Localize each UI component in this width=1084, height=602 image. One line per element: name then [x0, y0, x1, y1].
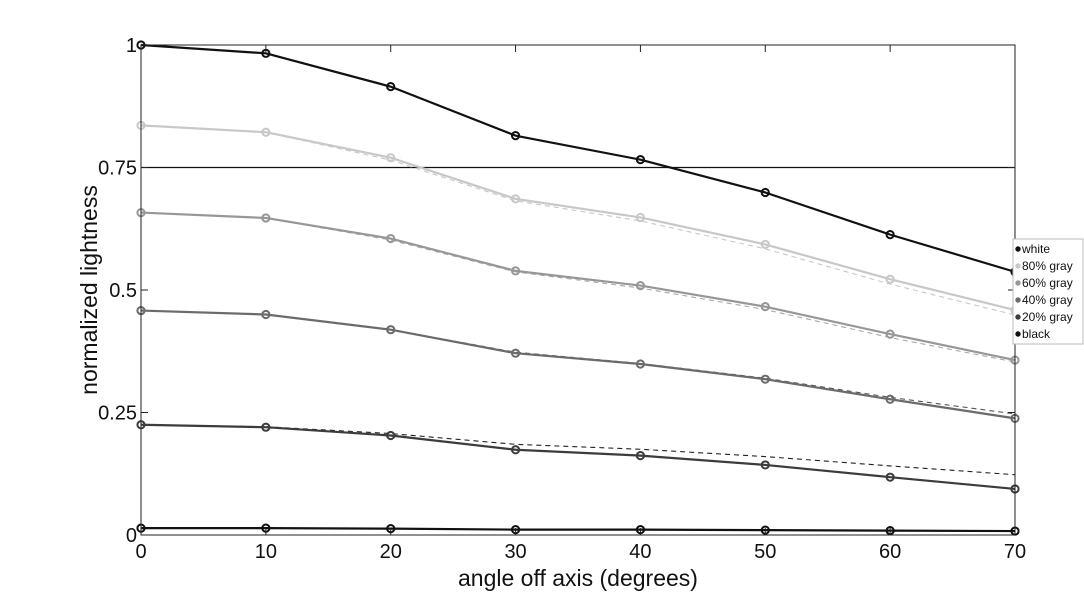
x-tick-label: 30 [504, 541, 526, 563]
x-tick-label: 20 [380, 541, 402, 563]
data-point-40-gray [760, 374, 770, 384]
x-tick-label: 50 [754, 541, 776, 563]
data-point-20-gray [510, 445, 521, 455]
data-point-white [885, 230, 895, 240]
legend-marker-20-gray [1015, 314, 1021, 320]
x-axis-label: angle off axis (degrees) [458, 565, 698, 591]
data-point-white [635, 155, 646, 165]
legend-box [1012, 238, 1084, 345]
legend-label-80-gray: 80% gray [1022, 259, 1073, 273]
series-line-20-gray [140, 423, 1016, 491]
plot-area [136, 40, 1020, 536]
data-point-60-gray [386, 233, 396, 244]
data-point-80-gray [386, 153, 396, 163]
series-line-white [140, 43, 1016, 273]
data-point-20-gray [386, 430, 396, 441]
series-line-40-gray [140, 309, 1016, 420]
y-tick-label: 0 [126, 525, 137, 547]
axes [140, 44, 1016, 536]
legend-label-black: black [1022, 327, 1051, 341]
x-tick-label: 60 [879, 541, 901, 563]
data-point-40-gray [386, 325, 396, 335]
reference-line-60-gray [140, 212, 1016, 363]
data-point-80-gray [261, 127, 271, 137]
legend-label-white: white [1021, 242, 1050, 256]
x-tick-label: 0 [135, 541, 146, 563]
x-tick-label: 40 [629, 541, 651, 563]
data-point-20-gray [261, 422, 271, 432]
reference-line-80-gray [140, 124, 1016, 316]
axis-ticks: 0 10 20 30 40 50 60 70 0 0.25 0.5 0.75 1 [98, 35, 1026, 563]
axes-box [140, 44, 1016, 536]
data-point-white [760, 187, 770, 198]
y-tick-label: 0.25 [98, 403, 137, 425]
series-line-80-gray [140, 124, 1016, 312]
legend-label-60-gray: 60% gray [1022, 276, 1073, 290]
data-point-80-gray [635, 212, 646, 223]
data-point-20-gray [635, 451, 646, 461]
legend-label-20-gray: 20% gray [1022, 310, 1073, 324]
y-tick-label: 1 [126, 35, 137, 57]
data-point-80-gray [760, 239, 770, 250]
legend-marker-60-gray [1015, 280, 1021, 286]
data-point-80-gray [510, 194, 521, 204]
data-point-60-gray [635, 280, 646, 291]
legend: white 80% gray 60% gray 40% gray 20% gray bla… [1012, 238, 1084, 345]
series-line-black [141, 527, 1016, 533]
y-tick-label: 0.5 [109, 280, 137, 302]
data-point-20-gray [885, 472, 895, 482]
data-point-40-gray [885, 394, 895, 404]
legend-marker-40-gray [1015, 297, 1021, 303]
data-point-white [386, 82, 396, 92]
data-point-80-gray [885, 274, 895, 284]
data-point-40-gray [635, 359, 646, 369]
legend-label-40-gray: 40% gray [1022, 293, 1073, 307]
reference-line-20-gray [140, 424, 1016, 476]
data-point-60-gray [261, 213, 271, 223]
x-tick-label: 10 [255, 541, 277, 563]
legend-marker-white [1015, 246, 1021, 252]
data-point-60-gray [885, 329, 895, 339]
data-point-40-gray [510, 348, 521, 358]
x-tick-label: 70 [1004, 541, 1026, 563]
y-tick-label: 0.75 [98, 158, 137, 180]
legend-marker-black [1015, 331, 1021, 337]
series-line-60-gray [140, 211, 1016, 362]
data-point-40-gray [261, 309, 271, 320]
data-point-20-gray [760, 460, 770, 470]
legend-marker-80-gray [1015, 263, 1021, 269]
data-point-white [510, 131, 521, 141]
y-axis-label: normalized lightness [76, 185, 102, 395]
data-point-60-gray [510, 266, 521, 276]
data-point-60-gray [760, 302, 770, 312]
